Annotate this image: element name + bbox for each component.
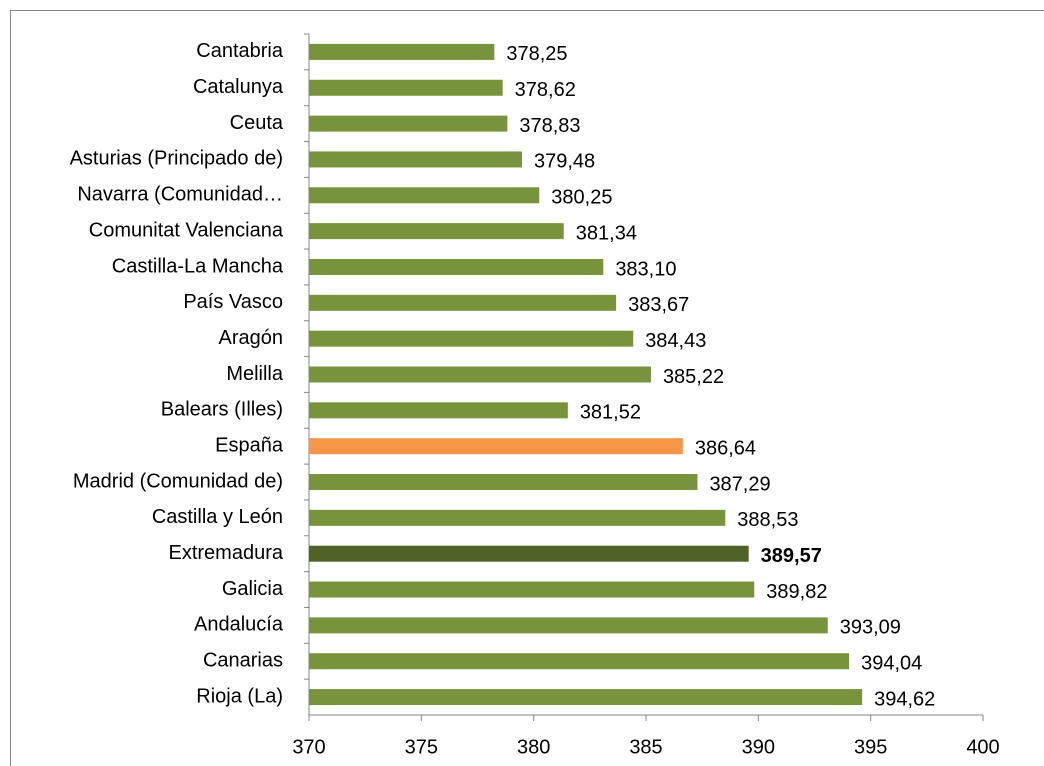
- bar: [309, 581, 755, 598]
- y-tick-label: Rioja (La): [196, 685, 283, 707]
- value-label: 380,25: [551, 187, 612, 209]
- bar: [309, 366, 651, 383]
- value-label: 383,10: [615, 258, 676, 280]
- value-label: 381,52: [580, 402, 641, 424]
- y-tick-label: Navarra (Comunidad…: [77, 184, 283, 206]
- y-tick-label: Comunitat Valenciana: [89, 219, 284, 241]
- y-tick-label: Asturias (Principado de): [70, 148, 283, 170]
- value-label: 389,57: [761, 545, 822, 567]
- bar: [309, 474, 698, 491]
- y-tick-label: Galicia: [222, 578, 284, 600]
- x-tick-label: 370: [292, 736, 325, 758]
- bar: [309, 617, 828, 634]
- value-label: 389,82: [766, 581, 827, 603]
- y-tick-label: Cantabria: [196, 40, 284, 62]
- value-label: 381,34: [576, 222, 637, 244]
- value-label: 394,04: [861, 653, 922, 675]
- bar: [309, 43, 495, 60]
- y-tick-label: País Vasco: [183, 291, 283, 313]
- y-tick-label: Madrid (Comunidad de): [73, 470, 283, 492]
- y-tick-label: Castilla y León: [152, 506, 283, 528]
- y-tick-label: Aragón: [219, 327, 284, 349]
- x-tick-label: 385: [629, 736, 662, 758]
- y-tick-label: Catalunya: [193, 76, 284, 98]
- y-tick-label: Extremadura: [169, 542, 284, 564]
- bar: [309, 115, 508, 132]
- y-tick-label: Balears (Illes): [161, 399, 283, 421]
- value-label: 394,62: [874, 688, 935, 710]
- value-label: 383,67: [628, 294, 689, 316]
- x-tick-label: 400: [966, 736, 999, 758]
- x-tick-label: 390: [742, 736, 775, 758]
- y-tick-label: Castilla-La Mancha: [112, 255, 284, 277]
- bar: [309, 151, 522, 168]
- bar: [309, 545, 749, 562]
- bar: [309, 509, 726, 526]
- y-tick-label: Melilla: [226, 363, 284, 385]
- value-label: 378,25: [506, 43, 567, 65]
- y-tick-label: Andalucía: [194, 614, 284, 636]
- value-label: 379,48: [534, 151, 595, 173]
- bar: [309, 294, 617, 311]
- x-tick-label: 395: [854, 736, 887, 758]
- bar: [309, 258, 604, 275]
- value-label: 386,64: [695, 437, 756, 459]
- value-label: 385,22: [663, 366, 724, 388]
- value-label: 393,09: [840, 617, 901, 639]
- bar: [309, 438, 683, 455]
- x-tick-label: 380: [517, 736, 550, 758]
- bar: [309, 187, 540, 204]
- value-label: 387,29: [709, 473, 770, 495]
- bar: [309, 223, 564, 240]
- bar: [309, 689, 863, 706]
- y-tick-label: Canarias: [203, 650, 283, 672]
- y-tick-label: Ceuta: [230, 112, 284, 134]
- bar: [309, 402, 568, 419]
- bar: [309, 330, 634, 347]
- value-label: 388,53: [737, 509, 798, 531]
- value-label: 378,83: [519, 115, 580, 137]
- x-tick-label: 375: [405, 736, 438, 758]
- bar: [309, 79, 503, 96]
- value-label: 384,43: [645, 330, 706, 352]
- bar: [309, 653, 850, 670]
- value-label: 378,62: [515, 79, 576, 101]
- y-tick-label: España: [215, 434, 284, 456]
- chart-frame: [10, 10, 1044, 766]
